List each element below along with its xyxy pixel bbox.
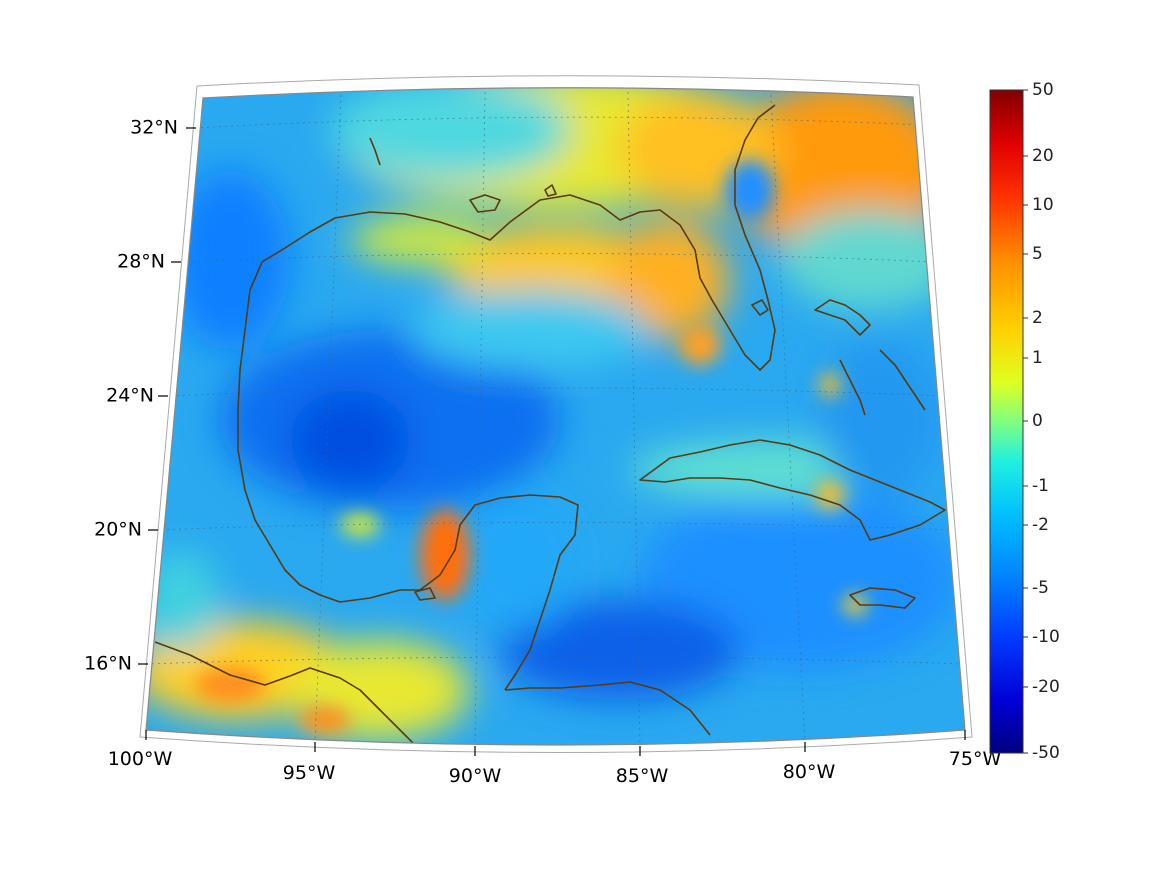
colorbar-bar <box>989 89 1024 754</box>
lat-label-32n: 32°N <box>130 117 178 139</box>
colorbar-tick-label: -20 <box>1032 677 1060 697</box>
lon-label-85w: 85°W <box>616 765 669 787</box>
colorbar-tick-label: -10 <box>1032 627 1060 647</box>
colorbar-tick-label: 20 <box>1032 146 1054 166</box>
colorbar-tick-label: 1 <box>1032 348 1043 368</box>
colorbar-tick-label: -1 <box>1032 476 1049 496</box>
colorbar-tick-label: 10 <box>1032 195 1054 215</box>
colorbar-tick-label: -50 <box>1032 743 1060 763</box>
colorbar-tick-label: 2 <box>1032 308 1043 328</box>
map-frame <box>145 87 966 746</box>
lat-label-20n: 20°N <box>94 519 142 541</box>
tick-marks <box>138 127 966 756</box>
coastline <box>154 104 946 745</box>
lon-label-75w: 75°W <box>949 748 1002 770</box>
lon-label-100w: 100°W <box>108 748 173 770</box>
lat-label-28n: 28°N <box>117 251 165 273</box>
colorbar-tick-label: 50 <box>1032 80 1054 100</box>
lon-labels: 100°W 95°W 90°W 85°W 80°W 75°W <box>108 748 1002 787</box>
lon-label-95w: 95°W <box>283 762 336 784</box>
map-panel: 32°N 28°N 24°N 20°N 16°N 100°W 95°W 90°W… <box>84 75 1002 787</box>
colorbar-tick-label: 5 <box>1032 244 1043 264</box>
lon-label-90w: 90°W <box>449 765 502 787</box>
lat-labels: 32°N 28°N 24°N 20°N 16°N <box>84 117 178 675</box>
lat-label-24n: 24°N <box>106 385 154 407</box>
colorbar-tick-label: 0 <box>1032 411 1043 431</box>
colorbar-tick-label: -5 <box>1032 578 1049 598</box>
lon-label-80w: 80°W <box>783 761 836 783</box>
map-outer-frame <box>139 75 973 753</box>
lat-label-16n: 16°N <box>84 653 132 675</box>
graticule <box>146 91 964 745</box>
colorbar-tick-label: -2 <box>1032 515 1049 535</box>
